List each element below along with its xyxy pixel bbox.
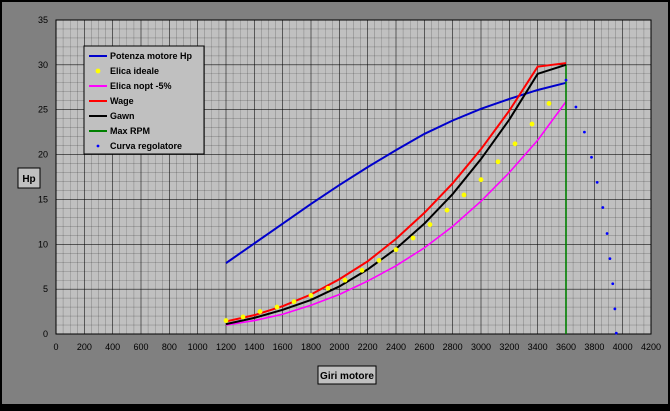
series-point-elica-ideale [291,299,297,305]
series-point-elica-ideale [427,222,433,227]
x-tick-label: 2600 [414,342,434,352]
x-tick-label: 4000 [613,342,633,352]
series-point-curva-regolatore [583,130,586,134]
series-point-elica-ideale [512,141,518,147]
series-point-elica-ideale [308,293,314,298]
series-point-elica-ideale [461,192,467,198]
series-point-elica-ideale [495,159,501,165]
y-tick-label: 20 [38,150,48,160]
series-layer [223,62,618,335]
series-point-curva-regolatore [564,78,568,82]
x-tick-label: 2200 [358,342,378,352]
x-tick-label: 4200 [641,342,661,352]
legend-swatch-curva-regolatore [96,144,100,148]
legend-swatch-elica-ideale [95,68,101,74]
series-point-elica-ideale [240,314,246,320]
y-tick-labels: 0 5 10 15 20 25 30 35 [38,15,48,339]
series-point-curva-regolatore [613,307,617,311]
x-tick-label: 200 [77,342,92,352]
y-tick-label: 30 [38,60,48,70]
x-tick-label: 3000 [471,342,491,352]
series-point-elica-ideale [546,101,552,106]
legend: Potenza motore Hp Elica ideale Elica nopt … [83,45,205,155]
y-axis-label: Hp [22,174,35,185]
legend-label-potenza-motore-hp: Potenza motore Hp [110,51,193,61]
x-tick-label: 1200 [216,342,236,352]
series-point-elica-ideale [359,267,365,273]
series-point-elica-ideale [393,247,399,253]
x-tick-label: 2000 [329,342,349,352]
y-tick-label: 15 [38,194,48,204]
series-point-elica-ideale [444,207,450,213]
x-tick-label: 800 [162,342,177,352]
series-point-elica-ideale [410,235,416,241]
x-tick-label: 1000 [188,342,208,352]
series-point-curva-regolatore [574,105,578,109]
series-point-curva-regolatore [608,257,612,261]
y-tick-label: 0 [43,329,48,339]
x-tick-label: 2400 [386,342,406,352]
legend-label-curva-regolatore: Curva regolatore [110,141,182,151]
y-tick-label: 5 [43,284,48,294]
series-point-elica-ideale [325,285,331,291]
y-tick-label: 10 [38,239,48,249]
x-tick-label: 1600 [273,342,293,352]
x-tick-label: 1800 [301,342,321,352]
series-line-potenza-motore-hp [225,81,567,264]
legend-label-wage: Wage [110,96,134,106]
series-line-wage [225,62,567,323]
series-point-elica-ideale [223,318,229,323]
series-point-curva-regolatore [601,206,605,209]
y-tick-label: 35 [38,15,48,25]
series-point-elica-ideale [257,309,263,314]
series-point-curva-regolatore [611,282,615,286]
x-tick-label: 600 [133,342,148,352]
series-point-elica-ideale [342,277,348,283]
series-line-elica-nopt-5 [225,101,567,326]
x-tick-label: 400 [105,342,120,352]
y-tick-label: 25 [38,105,48,115]
series-point-elica-ideale [274,304,280,310]
legend-label-max-rpm: Max RPM [110,126,150,136]
legend-label-elica-nopt-5: Elica nopt -5% [110,81,172,91]
legend-label-elica-ideale: Elica ideale [110,66,159,76]
x-tick-label: 3800 [584,342,604,352]
series-point-curva-regolatore [614,331,618,335]
series-point-curva-regolatore [605,232,609,235]
series-point-elica-ideale [529,121,535,127]
x-tick-label: 2800 [443,342,463,352]
x-tick-label: 1400 [244,342,264,352]
series-point-curva-regolatore [590,155,593,159]
series-point-elica-ideale [376,258,382,263]
legend-label-gawn: Gawn [110,111,135,121]
x-axis-label-box [317,365,377,385]
x-tick-label: 3200 [499,342,519,352]
x-tick-label: 0 [53,342,58,352]
legend-entries: Potenza motore Hp Elica ideale Elica nopt … [89,51,193,151]
x-axis-label: Giri motore [320,371,374,382]
x-tick-labels: 0 200 400 600 800 1000 1200 1400 1600 1800 2000 220… [53,342,661,352]
x-tick-label: 3600 [556,342,576,352]
x-tick-label: 3400 [528,342,548,352]
series-point-curva-regolatore [595,180,599,184]
y-axis-label-box [17,167,41,189]
series-point-elica-ideale [478,177,484,183]
